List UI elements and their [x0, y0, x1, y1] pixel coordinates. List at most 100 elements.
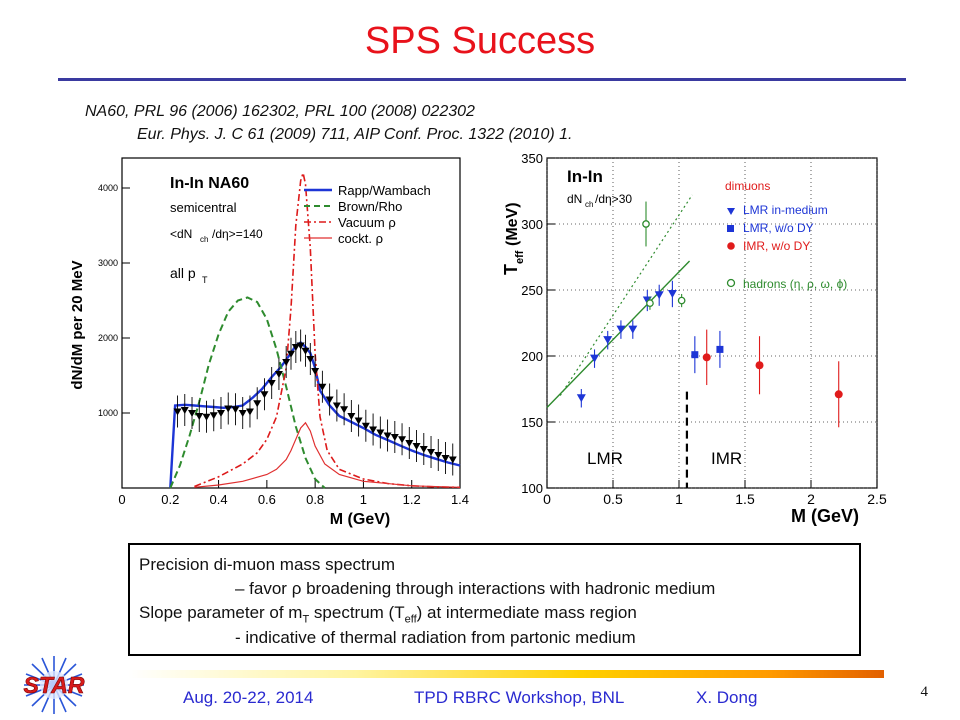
summary-line-3c: ) at intermediate mass region — [416, 603, 637, 622]
x-tick-label: 1.4 — [451, 492, 469, 507]
x-tick-label: 0 — [118, 492, 125, 507]
data-point — [301, 347, 310, 355]
plot-frame — [546, 157, 878, 489]
point-lmr-inmedium — [667, 289, 677, 298]
x-tick-label: 0 — [543, 491, 551, 507]
data-point — [398, 436, 407, 444]
hadron-fit-line — [546, 260, 691, 408]
point-lmr-inmedium — [576, 394, 586, 403]
legend-lmr-inmedium: LMR in-medium — [743, 203, 828, 217]
series-line-vacuum- — [194, 169, 461, 489]
summary-line-1: Precision di-muon mass spectrum — [139, 555, 396, 574]
legend-title: dimuons — [725, 179, 770, 193]
annotation-pt: all p — [170, 265, 196, 281]
legend-marker-imr — [727, 242, 735, 250]
data-point — [318, 383, 327, 391]
x-tick-label: 0.5 — [603, 491, 623, 507]
y-axis-label-t: T — [501, 264, 521, 275]
data-point — [274, 371, 283, 378]
footer-event: TPD RBRC Workshop, BNL — [414, 688, 625, 707]
annotation-dnch-value: /dη>=140 — [212, 227, 263, 241]
data-point — [267, 380, 276, 387]
data-point — [347, 413, 356, 420]
data-point — [216, 410, 225, 417]
summary-line-4: - indicative of thermal radiation from p… — [235, 628, 636, 647]
legend-imr: IMR, w/o DY — [743, 239, 810, 253]
annotation-imr: IMR — [711, 449, 742, 468]
reference-line-2: Eur. Phys. J. C 61 (2009) 711, AIP Conf.… — [137, 126, 573, 143]
data-point — [419, 446, 428, 453]
point-lmr-inmedium — [616, 325, 626, 334]
series-line-cockt- — [194, 421, 461, 488]
x-tick-label: 2 — [807, 491, 815, 507]
point-hadrons — [677, 296, 686, 305]
x-axis-label: M (GeV) — [330, 511, 390, 528]
data-point — [209, 412, 218, 420]
x-tick-label: 1 — [360, 492, 367, 507]
data-point — [340, 406, 349, 414]
teff-chart: 0 0.5 1 1.5 2 2.5 100 150 200 250 300 350 T eff (Me… — [501, 151, 887, 526]
data-point — [296, 342, 305, 350]
point-lmr-wodY — [691, 351, 699, 359]
data-point — [282, 359, 291, 366]
data-point — [224, 405, 233, 413]
legend-marker-lmr-wodY — [727, 225, 734, 232]
y-tick-label: 1000 — [98, 408, 118, 418]
x-tick-label: 1 — [675, 491, 683, 507]
legend-cocktail: cockt. ρ — [338, 231, 383, 246]
annotation-dnch-value: /dη>30 — [595, 192, 632, 206]
summary-box: Precision di-muon mass spectrum – favor … — [128, 543, 861, 656]
annotation-dnch-open: <dN — [170, 227, 192, 241]
data-point — [412, 443, 421, 450]
data-point — [376, 429, 385, 437]
data-point — [253, 400, 262, 408]
data-point — [231, 406, 240, 414]
point-lmr-inmedium — [628, 325, 638, 334]
mass-spectrum-chart: 0 0.2 0.4 0.6 0.8 1 1.2 1.4 1000 2000 3000 4000 dN/… — [70, 157, 469, 528]
y-tick-label: 3000 — [98, 258, 118, 268]
legend-brown: Brown/Rho — [338, 199, 402, 214]
y-tick-label: 200 — [521, 349, 543, 364]
y-axis-label-sub: eff — [514, 250, 526, 264]
data-point — [383, 432, 392, 440]
y-axis-label: dN/dM per 20 MeV — [70, 260, 86, 389]
data-point — [180, 407, 189, 414]
data-point — [427, 449, 436, 456]
plot-frame — [121, 157, 461, 489]
data-point — [287, 350, 295, 358]
legend-hadrons: hadrons (η, ρ, ω, ϕ) — [743, 277, 847, 291]
star-logo: STAR — [23, 656, 85, 714]
data-point — [405, 440, 414, 447]
point-hadrons — [646, 299, 654, 308]
y-tick-label: 350 — [521, 151, 543, 166]
data-point — [202, 413, 211, 421]
annotation-system: In-In NA60 — [170, 175, 249, 192]
data-point — [195, 413, 204, 420]
x-tick-label: 0.2 — [161, 492, 179, 507]
annotation-dnch: dN — [567, 192, 582, 206]
x-tick-label: 1.2 — [403, 492, 421, 507]
star-logo-text: STAR — [24, 672, 85, 698]
legend-marker-hadrons — [726, 278, 736, 288]
y-tick-label: 2000 — [98, 333, 118, 343]
annotation-system: In-In — [567, 167, 603, 186]
y-tick-label: 300 — [521, 217, 543, 232]
data-point — [238, 410, 247, 417]
x-tick-label: 0.6 — [258, 492, 276, 507]
annotation-dnch-sub: ch — [200, 235, 208, 244]
data-point — [361, 422, 370, 430]
data-point — [332, 402, 341, 410]
legend: Rapp/Wambach Brown/Rho Vacuum ρ cockt. ρ — [304, 183, 431, 246]
slide-title: SPS Success — [364, 20, 596, 62]
data-point — [434, 452, 443, 459]
data-point — [369, 426, 378, 434]
annotation-centrality: semicentral — [170, 200, 237, 215]
point-imr — [702, 353, 711, 362]
annotation-pt-sub: T — [202, 275, 208, 285]
point-lmr-inmedium — [603, 336, 613, 345]
data-point — [306, 356, 315, 363]
summary-line-3b: spectrum (T — [309, 603, 405, 622]
data-point — [325, 396, 334, 404]
point-imr — [755, 361, 764, 370]
point-imr — [834, 390, 843, 399]
